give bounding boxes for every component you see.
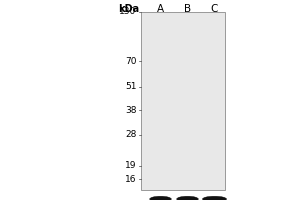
Text: 51: 51 <box>125 82 136 91</box>
Ellipse shape <box>150 196 171 200</box>
FancyBboxPatch shape <box>141 12 225 190</box>
Text: 28: 28 <box>125 130 136 139</box>
Text: 16: 16 <box>125 175 136 184</box>
Ellipse shape <box>202 196 226 200</box>
Text: C: C <box>211 4 218 14</box>
Ellipse shape <box>177 196 198 200</box>
Text: kDa: kDa <box>118 4 140 14</box>
Text: 38: 38 <box>125 106 136 115</box>
Text: 70: 70 <box>125 57 136 66</box>
Text: B: B <box>184 4 191 14</box>
Text: 130: 130 <box>119 7 136 17</box>
Text: 19: 19 <box>125 161 136 170</box>
Text: A: A <box>157 4 164 14</box>
